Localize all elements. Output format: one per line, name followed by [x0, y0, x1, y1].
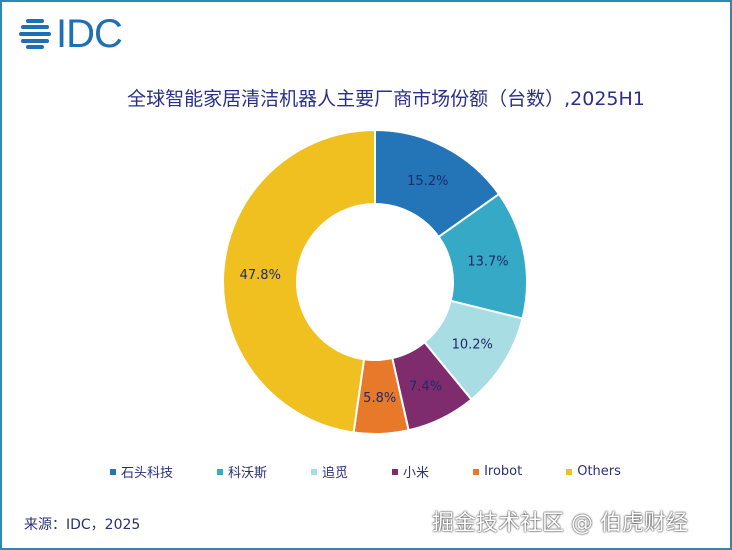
legend-item: 追觅	[311, 462, 348, 481]
data-label: 13.7%	[467, 255, 508, 270]
legend-label: 科沃斯	[228, 466, 268, 481]
watermark: 掘金技术社区 @ 伯虎财经	[432, 511, 688, 536]
legend-swatch	[217, 468, 224, 475]
legend-swatch	[311, 468, 318, 475]
legend-label: Others	[577, 464, 621, 479]
source-note: 来源：IDC，2025	[24, 517, 141, 533]
data-label: 7.4%	[409, 379, 442, 394]
chart-title: 全球智能家居清洁机器人主要厂商市场份额（台数）,2025H1	[127, 88, 645, 110]
legend-item: 小米	[392, 462, 429, 481]
data-label: 47.8%	[240, 268, 281, 283]
legend-swatch	[566, 468, 573, 475]
idc-logo: IDC	[18, 12, 123, 56]
legend-swatch	[392, 468, 399, 475]
legend-label: Irobot	[484, 464, 523, 479]
legend-swatch	[110, 468, 116, 475]
globe-icon	[19, 19, 51, 49]
legend-label: 追觅	[322, 466, 349, 481]
legend: 石头科技 科沃斯 追觅 小米 Irobot Others	[110, 462, 665, 481]
logo-text: IDC	[56, 12, 123, 56]
legend-item: Irobot	[473, 462, 522, 481]
data-label: 15.2%	[407, 174, 448, 189]
legend-item: 科沃斯	[217, 462, 267, 481]
data-label: 5.8%	[363, 391, 396, 406]
data-label: 10.2%	[452, 337, 493, 352]
legend-item: 石头科技	[110, 462, 173, 481]
legend-label: 石头科技	[121, 466, 174, 481]
legend-item: Others	[566, 462, 621, 481]
legend-swatch	[473, 468, 480, 475]
slice-5	[222, 128, 376, 434]
legend-label: 小米	[403, 466, 430, 481]
